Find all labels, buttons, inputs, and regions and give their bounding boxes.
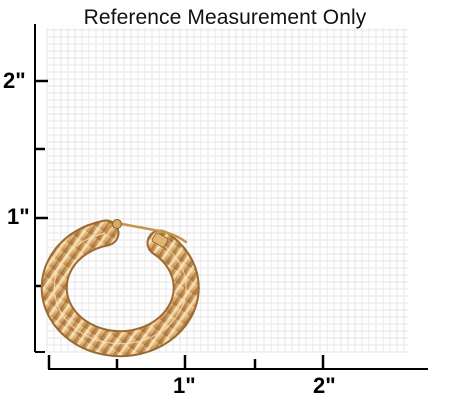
reference-title: Reference Measurement Only (83, 6, 367, 29)
y-axis-label-1in: 1" (7, 204, 30, 229)
x-axis-label-1in: 1" (173, 373, 196, 398)
gold-hoop-earring-icon (40, 219, 200, 358)
x-axis-label-2in: 2" (313, 373, 336, 398)
background-grid (46, 28, 408, 353)
y-axis-label-2in: 2" (3, 68, 26, 93)
measurement-axes (34, 24, 428, 370)
